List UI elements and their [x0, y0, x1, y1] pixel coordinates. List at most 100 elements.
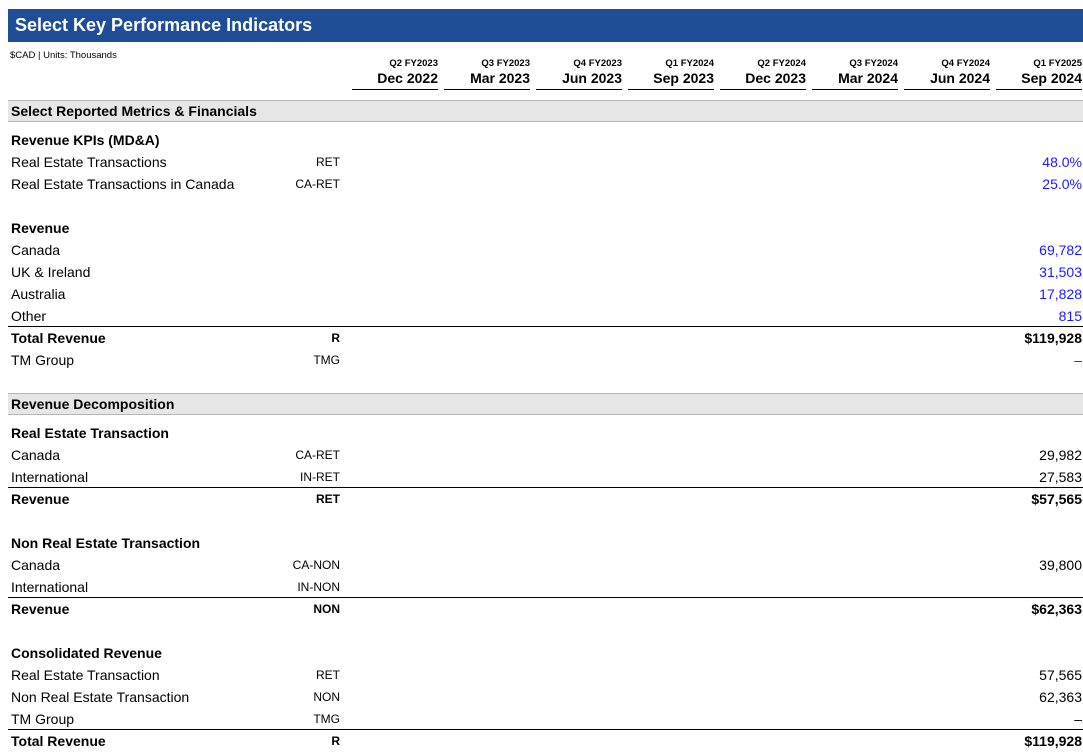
column-fiscal-quarter: Q2 FY2024 — [757, 58, 806, 69]
row-value: $119,928 — [1024, 733, 1082, 749]
row-label: Canada — [11, 242, 61, 258]
column-underline — [536, 89, 622, 90]
column-date: Jun 2023 — [562, 70, 622, 86]
row-code: NON — [313, 602, 340, 616]
column-fiscal-quarter: Q1 FY2025 — [1033, 58, 1082, 69]
row-value: 69,782 — [1039, 242, 1082, 258]
row-value: 39,800 — [1039, 557, 1082, 573]
column-fiscal-quarter: Q4 FY2024 — [941, 58, 990, 69]
row-label: Real Estate Transaction — [11, 667, 160, 683]
row-value: 17,828 — [1039, 286, 1082, 302]
column-header: Q1 FY2024 Sep 2023 — [628, 58, 714, 90]
section-header-decomposition: Revenue Decomposition — [8, 393, 1083, 415]
column-fiscal-quarter: Q3 FY2024 — [849, 58, 898, 69]
column-header: Q1 FY2025 Sep 2024 — [996, 58, 1082, 90]
row-label: Real Estate Transaction — [11, 425, 169, 441]
consolidated-group-header: Consolidated Revenue — [8, 642, 1083, 664]
table-row: Non Real Estate Transaction NON 62,363 — [8, 686, 1083, 708]
row-code: CA-NON — [292, 558, 340, 572]
column-underline — [444, 89, 530, 90]
table-row: International IN-NON — [8, 576, 1083, 598]
row-label: Non Real Estate Transaction — [11, 535, 201, 551]
total-row: Revenue RET $57,565 — [8, 488, 1083, 510]
row-value: 25.0% — [1042, 176, 1082, 192]
column-date: Mar 2024 — [838, 70, 898, 86]
column-underline — [352, 89, 438, 90]
row-value: 62,363 — [1039, 689, 1082, 705]
table-row: Canada CA-RET 29,982 — [8, 444, 1083, 466]
row-value: 815 — [1058, 308, 1082, 324]
table-row: UK & Ireland 31,503 — [8, 261, 1083, 283]
row-label: Revenue KPIs (MD&A) — [11, 132, 160, 148]
total-row: Total Revenue R $119,928 — [8, 730, 1083, 752]
row-label: Revenue — [11, 491, 70, 507]
kpi-group-header: Revenue KPIs (MD&A) — [8, 129, 1083, 151]
row-value: 29,982 — [1039, 447, 1082, 463]
total-divider — [8, 597, 1083, 598]
row-value: 48.0% — [1042, 154, 1082, 170]
row-label: Consolidated Revenue — [11, 645, 162, 661]
row-value: – — [1074, 352, 1082, 368]
row-code: IN-RET — [300, 470, 340, 484]
column-date: Mar 2023 — [470, 70, 530, 86]
column-fiscal-quarter: Q2 FY2023 — [389, 58, 438, 69]
column-underline — [812, 89, 898, 90]
table-row: Real Estate Transactions RET 48.0% — [8, 151, 1083, 173]
row-label: Other — [11, 308, 47, 324]
row-label: TM Group — [11, 352, 75, 368]
row-value: $119,928 — [1024, 330, 1082, 346]
table-row: Real Estate Transactions in Canada CA-RE… — [8, 173, 1083, 195]
total-row: Total Revenue R $119,928 — [8, 327, 1083, 349]
section-header-reported: Select Reported Metrics & Financials — [8, 100, 1083, 122]
re-group-header: Real Estate Transaction — [8, 422, 1083, 444]
column-date: Dec 2023 — [745, 70, 806, 86]
table-row: International IN-RET 27,583 — [8, 466, 1083, 488]
column-header: Q2 FY2023 Dec 2022 — [352, 58, 438, 90]
table-row: Canada 69,782 — [8, 239, 1083, 261]
column-underline — [996, 89, 1082, 90]
row-label: Real Estate Transactions in Canada — [11, 176, 235, 192]
row-label: Non Real Estate Transaction — [11, 689, 190, 705]
total-divider — [8, 326, 1083, 327]
row-code: TMG — [313, 712, 340, 726]
column-underline — [904, 89, 990, 90]
row-code: CA-RET — [295, 177, 340, 191]
column-fiscal-quarter: Q3 FY2023 — [481, 58, 530, 69]
column-underline — [628, 89, 714, 90]
row-label: Total Revenue — [11, 330, 106, 346]
row-value: 27,583 — [1039, 469, 1082, 485]
column-date: Dec 2022 — [377, 70, 438, 86]
row-value: $62,363 — [1031, 601, 1082, 617]
column-fiscal-quarter: Q4 FY2023 — [573, 58, 622, 69]
row-label: Total Revenue — [11, 733, 106, 749]
column-date: Sep 2023 — [653, 70, 714, 86]
column-header: Q2 FY2024 Dec 2023 — [720, 58, 806, 90]
row-label: Canada — [11, 447, 61, 463]
total-divider — [8, 487, 1083, 488]
row-code: NON — [313, 690, 340, 704]
column-date: Sep 2024 — [1021, 70, 1082, 86]
non-group-header: Non Real Estate Transaction — [8, 532, 1083, 554]
page-title: Select Key Performance Indicators — [8, 9, 1083, 42]
table-row: Real Estate Transaction RET 57,565 — [8, 664, 1083, 686]
table-row: Canada CA-NON 39,800 — [8, 554, 1083, 576]
table-row: TM Group TMG – — [8, 349, 1083, 371]
column-underline — [720, 89, 806, 90]
table-row: Australia 17,828 — [8, 283, 1083, 305]
revenue-group-header: Revenue — [8, 217, 1083, 239]
row-value: $57,565 — [1031, 491, 1082, 507]
row-code: RET — [316, 492, 340, 506]
row-code: RET — [316, 668, 340, 682]
row-label: International — [11, 579, 89, 595]
row-value: 31,503 — [1039, 264, 1082, 280]
row-label: Real Estate Transactions — [11, 154, 167, 170]
row-label: Revenue — [11, 220, 70, 236]
row-label: Canada — [11, 557, 61, 573]
row-label: TM Group — [11, 711, 75, 727]
table-row: Other 815 — [8, 305, 1083, 327]
row-value: – — [1074, 711, 1082, 727]
column-header: Q3 FY2024 Mar 2024 — [812, 58, 898, 90]
row-code: IN-NON — [297, 580, 340, 594]
row-label: Australia — [11, 286, 66, 302]
column-date: Jun 2024 — [930, 70, 990, 86]
